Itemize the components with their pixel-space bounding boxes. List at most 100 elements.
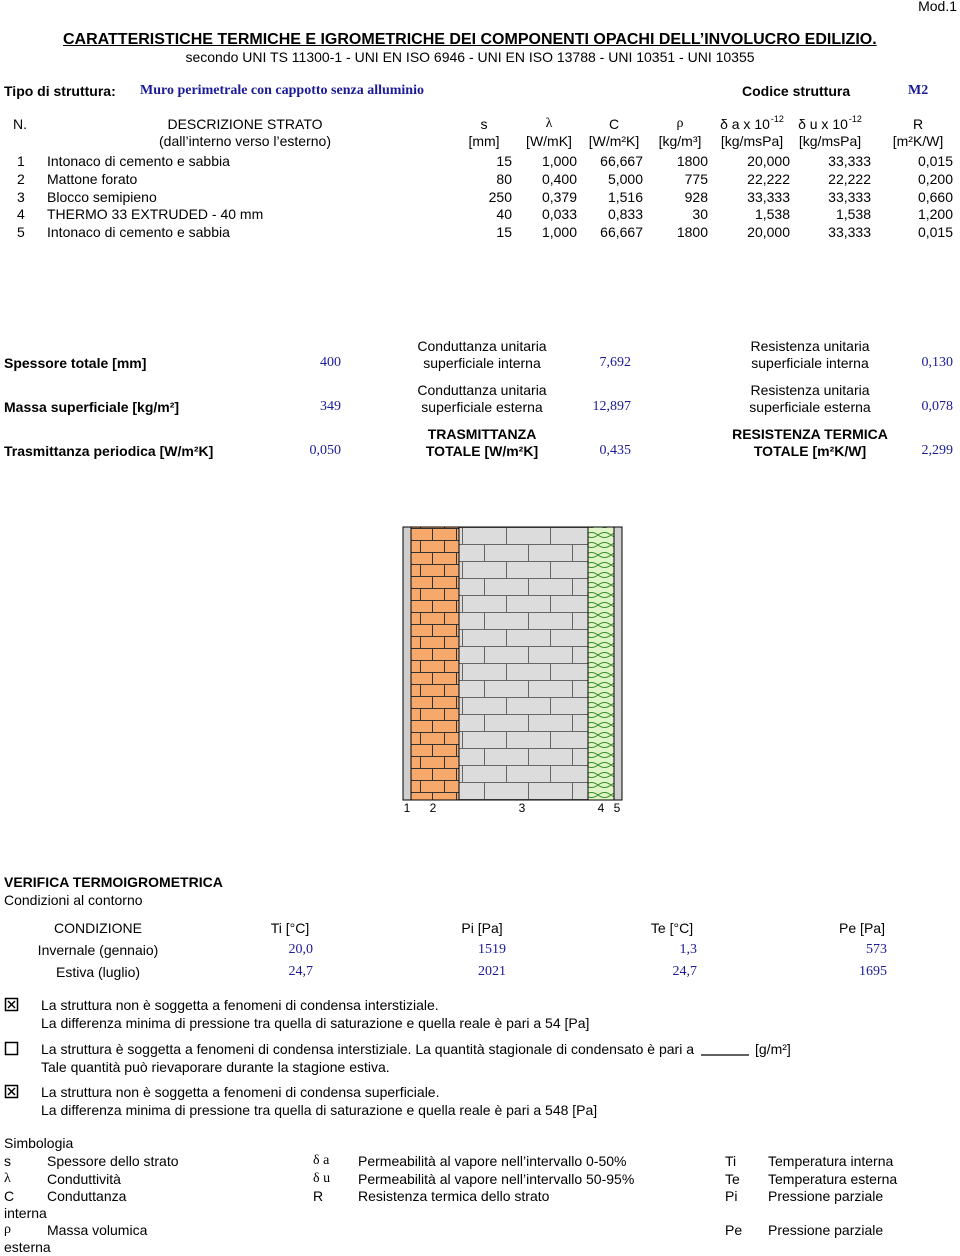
layer-label: 4: [597, 801, 605, 815]
condition-header: Ti [°C]: [270, 920, 310, 936]
layer-value: 1800: [676, 224, 708, 241]
layer-3: [458, 526, 589, 801]
layer-value: 22,222: [747, 170, 790, 187]
column-unit: [W/mK]: [526, 133, 572, 149]
resistance-value: 0,078: [921, 399, 954, 414]
layer-value: 0,033: [541, 206, 577, 223]
check-text: La struttura è soggetta a fenomeni di co…: [41, 1041, 694, 1057]
column-label: N.: [13, 116, 27, 132]
layer-value: 20,000: [747, 153, 790, 169]
check-note: Tale quantità può rievaporare durante la…: [41, 1059, 390, 1075]
layer-value: 0,200: [917, 170, 953, 187]
resistance-label: TOTALE [m²K/W]: [753, 443, 867, 459]
symbol-description: Conduttività: [47, 1171, 121, 1187]
layer-value: 33,333: [747, 188, 790, 205]
layer-value: 20,000: [747, 224, 790, 241]
column-header: DESCRIZIONE STRATO: [167, 115, 322, 133]
layer-value: 22,222: [828, 170, 871, 187]
symbol-description: Temperatura interna: [768, 1153, 894, 1169]
symbol-description: Resistenza termica dello strato: [358, 1188, 550, 1204]
column-unit: [m²K/W]: [892, 133, 944, 149]
checkbox: [4, 1041, 19, 1056]
layer-description: Blocco semipieno: [47, 188, 157, 205]
condition-value: 24,7: [672, 964, 698, 979]
layer-value: 15: [496, 153, 512, 169]
layer-value: 5,000: [607, 170, 643, 187]
summary-value: 349: [320, 399, 341, 414]
layer-label: 1: [403, 801, 411, 815]
symbol-description: Temperatura esterna: [768, 1171, 898, 1187]
conductance-label: superficiale interna: [423, 355, 541, 371]
layer-value: 0,660: [917, 188, 953, 205]
layer-5: [613, 526, 623, 801]
layer-value: 66,667: [600, 224, 643, 241]
layer-value: 1,538: [754, 206, 790, 223]
condition-value: 1695: [859, 964, 887, 979]
layer-number: 5: [17, 224, 25, 241]
symbol-description-wrap: interna: [4, 1205, 47, 1221]
resistance-value: 2,299: [921, 443, 954, 458]
layer-value: 15: [496, 224, 512, 241]
symbol: Pe: [725, 1222, 743, 1238]
layer-value: 0,015: [917, 224, 953, 241]
layer-1: [402, 526, 412, 801]
symbol-description: Permeabilità al vapore nell’intervallo 5…: [358, 1171, 635, 1187]
layer-4: [587, 526, 615, 801]
condition-name: Invernale (gennaio): [37, 942, 159, 958]
column-label: δ u x 10: [798, 116, 848, 132]
column-header: ρ: [677, 115, 684, 133]
layer-value: 1,000: [541, 224, 577, 241]
condition-value: 24,7: [288, 964, 314, 979]
resistance-label: Resistenza unitaria: [750, 382, 870, 398]
conductance-label: TOTALE [W/m²K]: [425, 443, 539, 459]
subtitle: secondo UNI TS 11300-1 - UNI EN ISO 6946…: [185, 49, 755, 65]
layer-value: 33,333: [828, 224, 871, 241]
symbol: Pi: [725, 1188, 738, 1204]
structure-type-label: Tipo di struttura:: [4, 83, 116, 99]
condition-header: CONDIZIONE: [54, 920, 142, 936]
layer-value: 1,516: [607, 188, 643, 205]
column-unit: [mm]: [468, 133, 500, 149]
symbol: δ u: [313, 1171, 331, 1186]
column-header: δ u x 10-12: [798, 114, 862, 135]
column-header: s: [481, 115, 488, 133]
layer-value: 775: [684, 170, 708, 187]
summary-value: 400: [320, 355, 341, 370]
layer-number: 4: [17, 206, 25, 223]
title: CARATTERISTICHE TERMICHE E IGROMETRICHE …: [63, 31, 877, 48]
column-unit: [kg/m³]: [658, 133, 702, 149]
condition-header: Pe [Pa]: [839, 920, 885, 936]
layer-value: 40: [496, 206, 512, 223]
layer-number: 3: [17, 188, 25, 205]
symbol-description: Permeabilità al vapore nell’intervallo 0…: [358, 1153, 627, 1169]
wall-section: [402, 526, 623, 801]
symbol: ρ: [4, 1222, 11, 1237]
layer-value: 33,333: [828, 188, 871, 205]
symbol: δ a: [313, 1153, 330, 1168]
column-exponent: -12: [770, 114, 784, 124]
checkbox-mark: [7, 1000, 16, 1009]
layer-description: Intonaco di cemento e sabbia: [47, 224, 230, 241]
summary-label: Trasmittanza periodica [W/m²K]: [4, 443, 214, 459]
resistance-value: 0,130: [921, 355, 954, 370]
conductance-label: superficiale esterna: [421, 399, 543, 415]
column-unit: [kg/msPa]: [720, 133, 784, 149]
condition-header: Pi [Pa]: [461, 920, 503, 936]
layer-value: 928: [684, 188, 708, 205]
condition-value: 1,3: [679, 942, 698, 957]
structure-code-label: Codice struttura: [742, 83, 851, 99]
column-label: C: [608, 116, 620, 132]
checkbox-mark: [7, 1087, 16, 1096]
layer-value: 1,200: [917, 206, 953, 223]
section-subtitle: Condizioni al contorno: [4, 892, 143, 908]
summary-label: Spessore totale [mm]: [4, 355, 147, 371]
layer-value: 0,379: [541, 188, 577, 205]
layer-label: 5: [613, 801, 621, 815]
symbol: Te: [725, 1171, 740, 1187]
condition-value: 20,0: [288, 942, 314, 957]
resistance-label: superficiale interna: [751, 355, 869, 371]
condition-name: Estiva (luglio): [55, 964, 141, 980]
column-label: λ: [545, 116, 553, 131]
symbol-description: Massa volumica: [47, 1222, 148, 1238]
check-unit: [g/m²]: [755, 1041, 791, 1057]
